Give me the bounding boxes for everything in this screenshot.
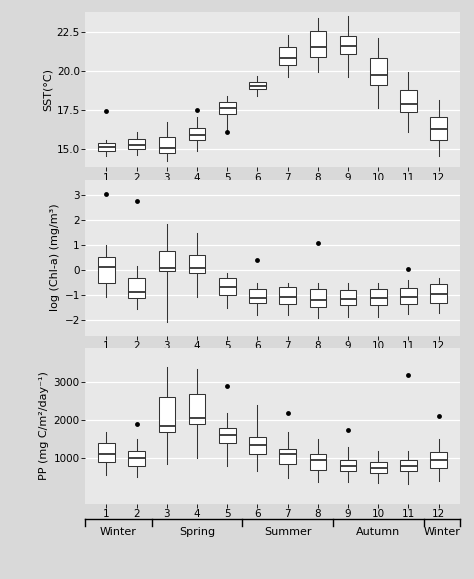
Y-axis label: SST(°C): SST(°C): [42, 68, 52, 111]
Bar: [340, 290, 356, 305]
Text: Winter: Winter: [100, 527, 137, 537]
Bar: [430, 452, 447, 468]
Bar: [189, 394, 205, 424]
Bar: [219, 102, 236, 115]
Bar: [310, 289, 326, 307]
Bar: [430, 117, 447, 140]
Bar: [340, 460, 356, 471]
Bar: [310, 455, 326, 470]
Text: Spring: Spring: [179, 527, 215, 537]
Bar: [158, 251, 175, 272]
Bar: [279, 449, 296, 464]
Bar: [370, 57, 387, 85]
Bar: [128, 278, 145, 298]
Text: Autumn: Autumn: [356, 527, 401, 537]
Bar: [158, 137, 175, 153]
Y-axis label: PP (mg C/m²/day⁻¹): PP (mg C/m²/day⁻¹): [39, 371, 49, 481]
Bar: [128, 140, 145, 149]
Bar: [249, 437, 266, 455]
Bar: [98, 443, 115, 462]
Y-axis label: log (Chl-a) (mg/m³): log (Chl-a) (mg/m³): [50, 204, 60, 312]
Bar: [98, 257, 115, 283]
Bar: [98, 143, 115, 151]
Bar: [158, 397, 175, 431]
Bar: [279, 47, 296, 65]
Bar: [279, 287, 296, 304]
Bar: [219, 278, 236, 295]
Text: Summer: Summer: [264, 527, 311, 537]
Bar: [249, 82, 266, 89]
Bar: [128, 450, 145, 466]
Bar: [400, 288, 417, 304]
Bar: [189, 255, 205, 273]
Bar: [400, 90, 417, 112]
Bar: [370, 462, 387, 474]
Bar: [430, 284, 447, 303]
Bar: [189, 129, 205, 140]
Bar: [340, 36, 356, 54]
Bar: [400, 460, 417, 471]
Bar: [310, 31, 326, 57]
Text: Winter: Winter: [423, 527, 460, 537]
Bar: [219, 428, 236, 443]
Bar: [370, 289, 387, 305]
Bar: [249, 289, 266, 303]
